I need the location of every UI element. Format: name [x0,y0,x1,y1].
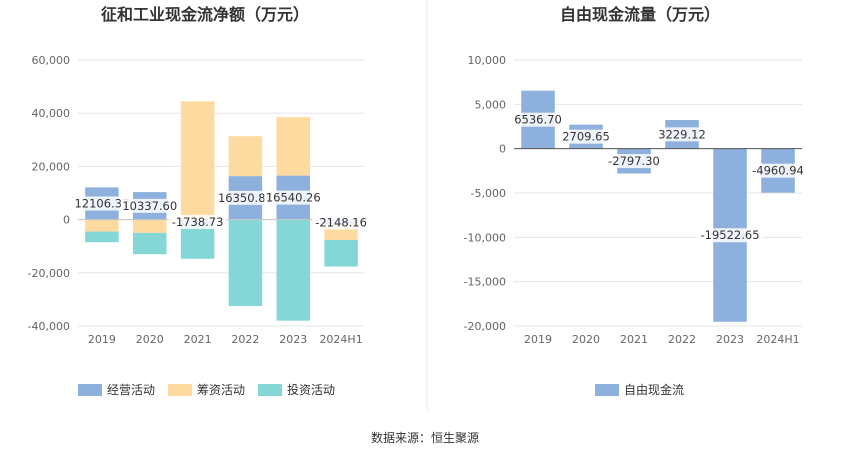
data-label-bg [216,190,275,205]
y-tick-label: 10,000 [468,54,507,67]
left-chart-title: 征和工业现金流净额（万元） [101,5,309,24]
legend-label: 投资活动 [287,382,335,397]
data-label-bg [605,154,663,169]
data-label: 2709.65 [562,130,610,144]
data-label: -1738.73 [172,215,224,229]
data-label: -2797.30 [608,154,660,168]
data-label-bg [697,228,763,243]
data-label: 3229.12 [658,127,706,141]
y-tick-label: -10,000 [464,231,506,244]
data-label-bg [312,215,371,230]
legend-swatch-自由现金流 [595,384,619,396]
y-tick-label: 20,000 [32,160,71,173]
x-tick-label: 2020 [136,333,164,346]
y-tick-label: -40,000 [28,320,70,333]
data-label-bg [72,196,131,211]
bar-筹资活动 [85,219,119,232]
x-tick-label: 2019 [88,333,116,346]
legend-label: 筹资活动 [197,383,245,397]
y-tick-label: -20,000 [464,320,506,333]
x-tick-label: 2022 [668,333,696,346]
bar-投资活动 [228,219,263,307]
bar-筹资活动 [180,101,215,220]
right-chart-plot: 10,000 5,000 0 -5,000 -10,000 -15,000 -20,000 6… [464,54,807,397]
bar-筹资活动 [133,219,167,233]
y-tick-label: 40,000 [32,107,71,120]
bar-投资活动 [133,232,167,255]
left-chart-plot: 60,000 40,000 20,000 0 -20,000 -40,000 12106.3… [28,54,371,397]
legend-label: 自由现金流 [624,382,684,397]
data-label-bg [560,129,612,144]
x-tick-label: 2023 [716,333,744,346]
x-tick-label: 2022 [231,333,259,346]
x-tick-label: 2021 [620,333,648,346]
y-tick-label: -15,000 [464,276,506,289]
y-tick-label: 60,000 [32,54,71,67]
x-tick-label: 2024H1 [756,333,799,346]
data-label-bg [512,112,564,127]
data-label: 16540.26 [266,191,321,205]
x-tick-label: 2021 [184,333,212,346]
data-label: 12106.37 [74,196,129,210]
bar-投资活动 [85,231,119,243]
legend-swatch-经营活动 [78,384,102,396]
x-tick-label: 2020 [572,333,600,346]
data-label: 6536.70 [514,113,562,127]
bar-投资活动 [324,239,358,267]
bar-投资活动 [276,219,310,321]
x-tick-label: 2023 [279,333,307,346]
right-chart-title: 自由现金流量（万元） [560,5,720,24]
x-tick-label: 2024H1 [319,333,362,346]
y-tick-label: -20,000 [28,267,70,280]
bar-筹资活动 [228,136,263,177]
bar-投资活动 [180,224,215,259]
data-label-bg [656,127,708,142]
data-label-bg [264,190,323,205]
source-note: 数据来源：恒生聚源 [371,430,479,445]
data-label: 16350.87 [218,191,273,205]
data-label: -4960.94 [752,164,804,178]
data-label-bg [749,163,807,178]
bar-筹资活动 [276,117,310,176]
y-tick-label: -5,000 [471,187,506,200]
x-tick-label: 2019 [524,333,552,346]
legend-swatch-投资活动 [258,384,282,396]
legend-swatch-筹资活动 [168,384,192,396]
data-label-bg [168,214,227,229]
data-label: 10337.60 [122,199,177,213]
data-label: -2148.16 [315,215,367,229]
y-tick-label: 0 [499,143,506,156]
data-label-bg [120,198,179,213]
legend-label: 经营活动 [107,383,155,397]
y-tick-label: 5,000 [475,98,507,111]
y-tick-label: 0 [63,214,70,227]
data-label: -19522.65 [700,228,759,242]
